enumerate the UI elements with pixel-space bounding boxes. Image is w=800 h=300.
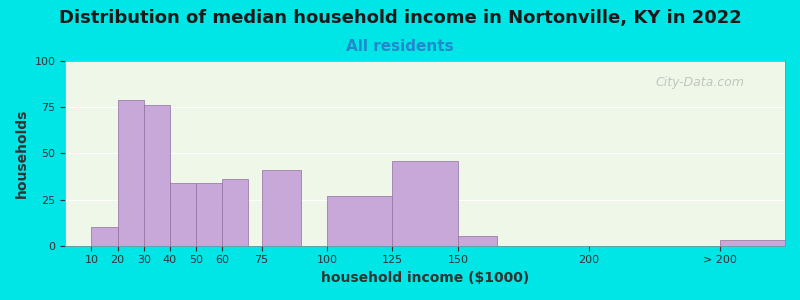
- Bar: [458, 236, 497, 246]
- Text: All residents: All residents: [346, 39, 454, 54]
- Text: Distribution of median household income in Nortonville, KY in 2022: Distribution of median household income …: [58, 9, 742, 27]
- Bar: [222, 179, 249, 246]
- Bar: [91, 227, 118, 246]
- Bar: [170, 183, 196, 246]
- Bar: [118, 100, 144, 246]
- Bar: [327, 196, 393, 246]
- Bar: [144, 105, 170, 246]
- Y-axis label: households: households: [15, 109, 29, 198]
- Text: City-Data.com: City-Data.com: [655, 76, 744, 89]
- Bar: [262, 170, 301, 246]
- Bar: [719, 240, 800, 246]
- X-axis label: household income ($1000): household income ($1000): [321, 271, 530, 285]
- Bar: [196, 183, 222, 246]
- Bar: [393, 161, 458, 246]
